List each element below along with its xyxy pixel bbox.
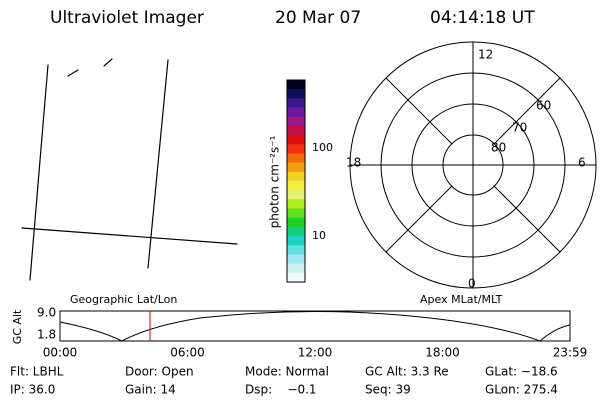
info-field: Dsp: −0.1 — [245, 383, 317, 397]
colorbar-segment — [287, 116, 305, 127]
colorbar-segment — [287, 181, 305, 191]
info-field: IP: 36.0 — [10, 383, 55, 397]
colorbar-segment — [287, 236, 305, 246]
colorbar-segment — [287, 272, 305, 283]
colorbar — [286, 79, 306, 283]
colorbar-segment — [287, 153, 305, 164]
date: 20 Mar 07 — [275, 8, 361, 28]
orbit-right-title: Apex MLat/MLT — [420, 293, 503, 306]
info-field: Flt: LBHL — [10, 365, 64, 379]
mlt-label: 12 — [478, 48, 493, 62]
orbit-left-title: Geographic Lat/Lon — [70, 293, 177, 306]
colorbar-segment — [287, 98, 305, 109]
colorbar-segment — [287, 226, 305, 237]
colorbar-segment — [287, 107, 305, 118]
time: 04:14:18 UT — [430, 8, 535, 28]
colorbar-segment — [287, 89, 305, 99]
mlt-label: 18 — [346, 156, 361, 170]
orbit-xtick: 12:00 — [298, 346, 333, 360]
colorbar-segment — [287, 80, 305, 90]
orbit-xtick: 00:00 — [43, 346, 78, 360]
colorbar-segment — [287, 199, 305, 210]
info-field: Mode: Normal — [245, 365, 329, 379]
orbit-altitude — [59, 311, 571, 342]
lat-label: 80 — [491, 141, 506, 155]
colorbar-segment — [287, 190, 305, 200]
colorbar-tick: 10 — [312, 229, 326, 242]
colorbar-tick: 100 — [312, 141, 333, 154]
orbit-ytick: 1.8 — [37, 328, 56, 342]
info-field: GLon: 275.4 — [485, 383, 558, 397]
colorbar-segment — [287, 135, 305, 145]
info-field: Door: Open — [125, 365, 194, 379]
colorbar-frame — [286, 79, 306, 283]
info-field: GC Alt: 3.3 Re — [365, 365, 449, 379]
colorbar-segment — [287, 245, 305, 255]
orbit-ylabel: GC Alt — [11, 309, 24, 344]
colorbar-segment — [287, 254, 305, 265]
mlt-label: 6 — [578, 156, 586, 170]
colorbar-label: photon cm⁻²s⁻¹ — [268, 135, 282, 228]
info-field: Gain: 14 — [125, 383, 176, 397]
colorbar-segment — [287, 144, 305, 154]
colorbar-segment — [287, 263, 305, 274]
orbit-xtick: 23:59 — [553, 346, 588, 360]
lat-label: 60 — [536, 99, 551, 113]
colorbar-segment — [287, 125, 305, 136]
orbit-xtick: 18:00 — [425, 346, 460, 360]
polar-grid — [349, 41, 597, 289]
colorbar-segment — [287, 208, 305, 219]
instrument: Ultraviolet Imager — [50, 8, 204, 28]
orbit-ytick: 9.0 — [37, 306, 56, 320]
mlt-label: 0 — [468, 277, 476, 291]
info-field: Seq: 39 — [365, 383, 411, 397]
orbit-xtick: 06:00 — [170, 346, 205, 360]
colorbar-segment — [287, 171, 305, 182]
orbit-frame — [59, 310, 571, 342]
colorbar-segment — [287, 217, 305, 228]
lat-label: 70 — [512, 121, 527, 135]
image-gridlines — [21, 58, 238, 281]
info-field: GLat: −18.6 — [485, 365, 558, 379]
colorbar-segment — [287, 162, 305, 173]
